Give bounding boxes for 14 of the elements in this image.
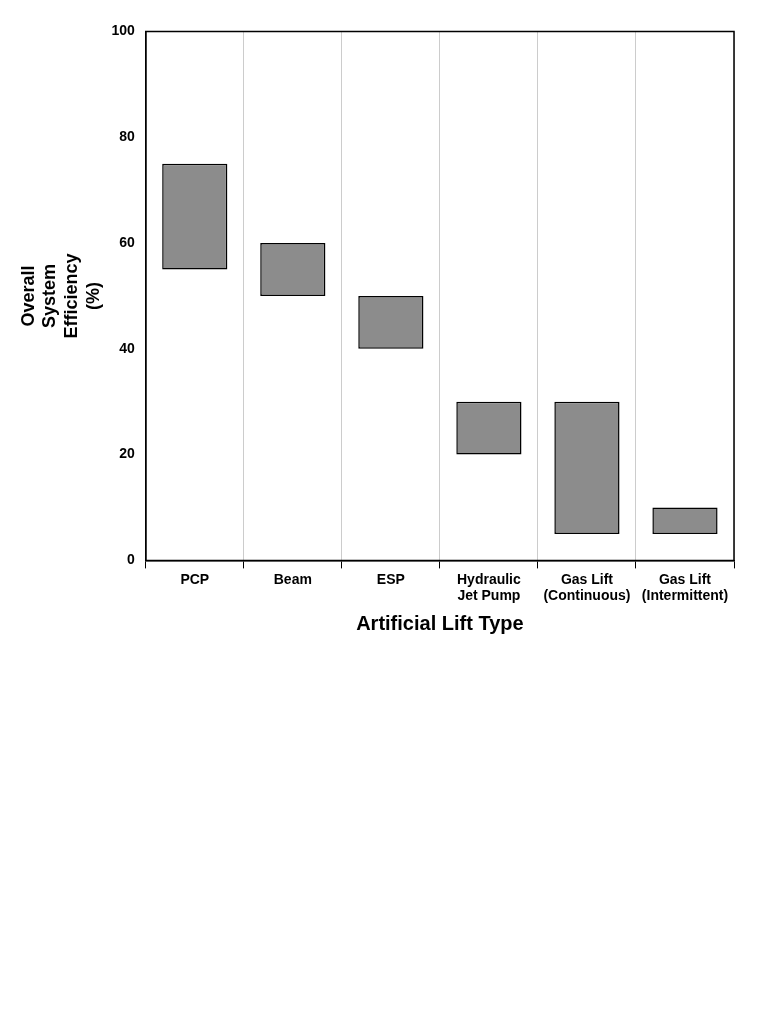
x-tick-label: ESP: [376, 570, 405, 587]
y-tick-label: 60: [119, 233, 135, 250]
y-axis-title: Overall System Efficiency (%): [17, 253, 103, 339]
x-tick-label: Gas Lift (Intermittent): [641, 570, 729, 604]
x-tick-label: PCP: [180, 570, 210, 587]
y-tick-label: 40: [119, 339, 135, 356]
x-axis-title: Artificial Lift Type: [356, 611, 524, 634]
y-tick-label: 80: [119, 128, 135, 145]
y-tick-label: 20: [119, 445, 135, 462]
y-tick-label: 0: [126, 551, 135, 568]
y-tick-label: 100: [111, 22, 135, 39]
x-tick-label: Beam: [273, 570, 312, 587]
x-tick-label: Gas Lift (Continuous): [543, 570, 631, 604]
x-tick-label: Hydraulic Jet Pump: [456, 570, 522, 604]
